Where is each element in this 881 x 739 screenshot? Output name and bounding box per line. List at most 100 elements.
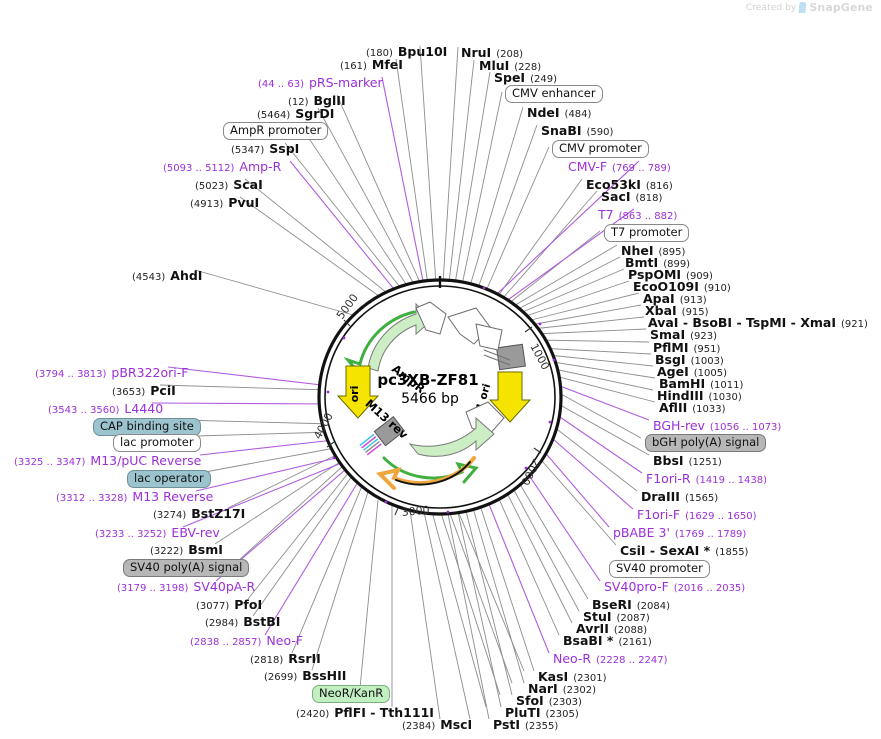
enzyme-position: (3222): [150, 546, 184, 557]
feature-f1ori-r[interactable]: F1ori-R: [646, 471, 691, 486]
enzyme-position: (2818): [250, 655, 284, 666]
enzyme-site-bsgi[interactable]: BsgI: [655, 352, 686, 367]
enzyme-site-mlui[interactable]: MluI: [479, 58, 510, 73]
enzyme-label-row: (2984) BstBI: [205, 613, 280, 629]
enzyme-site-nari[interactable]: NarI: [528, 681, 558, 696]
enzyme-site-bglii[interactable]: BglII: [313, 93, 346, 108]
enzyme-site-draiii[interactable]: DraIII: [641, 489, 680, 504]
feature-badge-lac-promoter[interactable]: lac promoter: [113, 434, 201, 452]
enzyme-label-row: (2699) BssHII: [264, 667, 346, 683]
f1-ori-arrow: [488, 371, 532, 423]
enzyme-site-pcii[interactable]: PciI: [150, 383, 176, 398]
enzyme-label-row: AgeI (1005): [657, 363, 727, 379]
feature-badge-sv40-promoter[interactable]: SV40 promoter: [609, 560, 710, 578]
enzyme-site-sgrdi[interactable]: SgrDI: [295, 106, 335, 121]
enzyme-label-row: (3653) PciI: [112, 382, 176, 398]
enzyme-site-apai[interactable]: ApaI: [643, 291, 675, 306]
feature-badge-t7-promoter[interactable]: T7 promoter: [604, 224, 690, 242]
enzyme-label-row: (2420) PflFI - Tth111I: [296, 704, 434, 720]
enzyme-position: (899): [663, 259, 691, 270]
enzyme-site-ndei[interactable]: NdeI: [527, 105, 560, 120]
enzyme-site-avrii[interactable]: AvrII: [576, 621, 609, 636]
enzyme-position: (12): [288, 97, 309, 108]
enzyme-site-agei[interactable]: AgeI: [657, 364, 689, 379]
enzyme-site-kasi[interactable]: KasI: [538, 669, 569, 684]
enzyme-site-pflfi-tth111i[interactable]: PflFI - Tth111I: [334, 705, 434, 720]
feature-badge-neor-kanr[interactable]: NeoR/KanR: [312, 685, 391, 703]
feature-badge-lac-operator[interactable]: lac operator: [127, 470, 211, 488]
feature-prs-marker[interactable]: pRS-marker: [308, 75, 383, 90]
enzyme-site-bpu10i[interactable]: Bpu10I: [397, 44, 448, 59]
enzyme-site-mfei[interactable]: MfeI: [371, 57, 403, 72]
enzyme-label-row: BbsI (1251): [653, 452, 722, 468]
enzyme-site-bmti[interactable]: BmtI: [625, 255, 659, 270]
enzyme-site-pluti[interactable]: PluTI: [505, 705, 541, 720]
feature-badge-row: lac promoter: [113, 433, 201, 452]
feature-pbabe-3[interactable]: pBABE 3': [613, 525, 670, 540]
feature-t7[interactable]: T7: [598, 207, 614, 222]
enzyme-site-pfoi[interactable]: PfoI: [234, 597, 263, 612]
enzyme-label-row: AvaI - BsoBI - TspMI - XmaI (921): [648, 314, 868, 330]
enzyme-site-pflmi[interactable]: PflMI: [653, 340, 689, 355]
enzyme-site-smai[interactable]: SmaI: [650, 327, 686, 342]
feature-m13-reverse[interactable]: M13 Reverse: [132, 489, 214, 504]
feature-badge-cmv-promoter[interactable]: CMV promoter: [552, 140, 649, 158]
enzyme-site-saci[interactable]: SacI: [601, 189, 631, 204]
enzyme-site-pspomi[interactable]: PspOMI: [628, 267, 682, 282]
enzyme-site-msci[interactable]: MscI: [440, 717, 473, 732]
feature-pbr322ori-f[interactable]: pBR322ori-F: [111, 365, 189, 380]
feature-cmv-f[interactable]: CMV-F: [568, 159, 608, 174]
feature-badge-bgh-poly-a-signal[interactable]: bGH poly(A) signal: [645, 434, 767, 452]
sv40-dark-arrow: [395, 461, 471, 486]
feature-badge-ampr-promoter[interactable]: AmpR promoter: [223, 122, 329, 140]
feature-sv40pro-f[interactable]: SV40pro-F: [604, 579, 669, 594]
enzyme-site-psti[interactable]: PstI: [493, 717, 521, 732]
feature-f1ori-f[interactable]: F1ori-F: [637, 507, 681, 522]
enzyme-site-bsshii[interactable]: BssHII: [302, 668, 347, 683]
feature-label-row: (3794 .. 3813) pBR322ori-F: [35, 364, 188, 380]
enzyme-site-bamhi[interactable]: BamHI: [659, 376, 706, 391]
feature-label-row: (44 .. 63) pRS-marker: [258, 74, 383, 90]
feature-badge-sv40-poly-a-signal[interactable]: SV40 poly(A) signal: [123, 559, 250, 577]
feature-m13-puc-reverse[interactable]: M13/pUC Reverse: [90, 453, 202, 468]
enzyme-site-sspi[interactable]: SspI: [269, 141, 300, 156]
enzyme-label-row: (4913) PvuI: [190, 194, 259, 210]
enzyme-site-snabi[interactable]: SnaBI: [541, 123, 582, 138]
enzyme-site-stui[interactable]: StuI: [583, 609, 612, 624]
enzyme-site-avai-bsobi-tspmi-xmai[interactable]: AvaI - BsoBI - TspMI - XmaI: [648, 315, 836, 330]
feature-neo-f[interactable]: Neo-F: [266, 633, 304, 648]
feature-sv40pa-r[interactable]: SV40pA-R: [193, 579, 256, 594]
enzyme-site-bsmi[interactable]: BsmI: [188, 542, 223, 557]
enzyme-site-scai[interactable]: ScaI: [233, 177, 263, 192]
enzyme-site-ahdi[interactable]: AhdI: [170, 268, 203, 283]
enzyme-site-csii-sexai[interactable]: CsiI - SexAI *: [620, 543, 711, 558]
enzyme-site-aflii[interactable]: AflII: [659, 400, 688, 415]
enzyme-site-bbsi[interactable]: BbsI: [653, 453, 684, 468]
enzyme-position: (3077): [196, 601, 230, 612]
enzyme-site-bsabi[interactable]: BsaBI *: [563, 633, 614, 648]
enzyme-site-bseri[interactable]: BseRI: [592, 597, 632, 612]
enzyme-site-nrui[interactable]: NruI: [461, 45, 492, 60]
feature-neo-r[interactable]: Neo-R: [553, 651, 592, 666]
enzyme-site-pvui[interactable]: PvuI: [228, 195, 260, 210]
enzyme-site-nhei[interactable]: NheI: [621, 243, 654, 258]
enzyme-position: (249): [530, 74, 557, 85]
feature-bgh-rev[interactable]: BGH-rev: [653, 418, 705, 433]
feature-ebv-rev[interactable]: EBV-rev: [171, 525, 220, 540]
enzyme-label-row: StuI (2087): [583, 608, 650, 624]
enzyme-site-xbai[interactable]: XbaI: [645, 303, 677, 318]
enzyme-site-sfoi[interactable]: SfoI: [516, 693, 544, 708]
enzyme-site-spei[interactable]: SpeI: [494, 70, 526, 85]
feature-amp-r[interactable]: Amp-R: [239, 159, 282, 174]
enzyme-site-eco53ki[interactable]: Eco53kI: [586, 177, 641, 192]
enzyme-label-row: (2384) MscI: [402, 716, 472, 732]
enzyme-site-hindiii[interactable]: HindIII: [657, 388, 704, 403]
enzyme-label-row: HindIII (1030): [657, 387, 742, 403]
feature-position: (3233 .. 3252): [95, 529, 167, 540]
feature-l4440[interactable]: L4440: [124, 401, 164, 416]
enzyme-site-bstbi[interactable]: BstBI: [243, 614, 281, 629]
enzyme-site-rsrii[interactable]: RsrII: [288, 651, 321, 666]
enzyme-site-bstz17i[interactable]: BstZ17I: [191, 506, 246, 521]
enzyme-site-ecoo109i[interactable]: EcoO109I: [633, 279, 699, 294]
feature-badge-cmv-enhancer[interactable]: CMV enhancer: [505, 85, 603, 103]
